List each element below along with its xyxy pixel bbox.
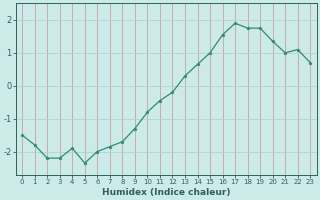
X-axis label: Humidex (Indice chaleur): Humidex (Indice chaleur) (102, 188, 230, 197)
